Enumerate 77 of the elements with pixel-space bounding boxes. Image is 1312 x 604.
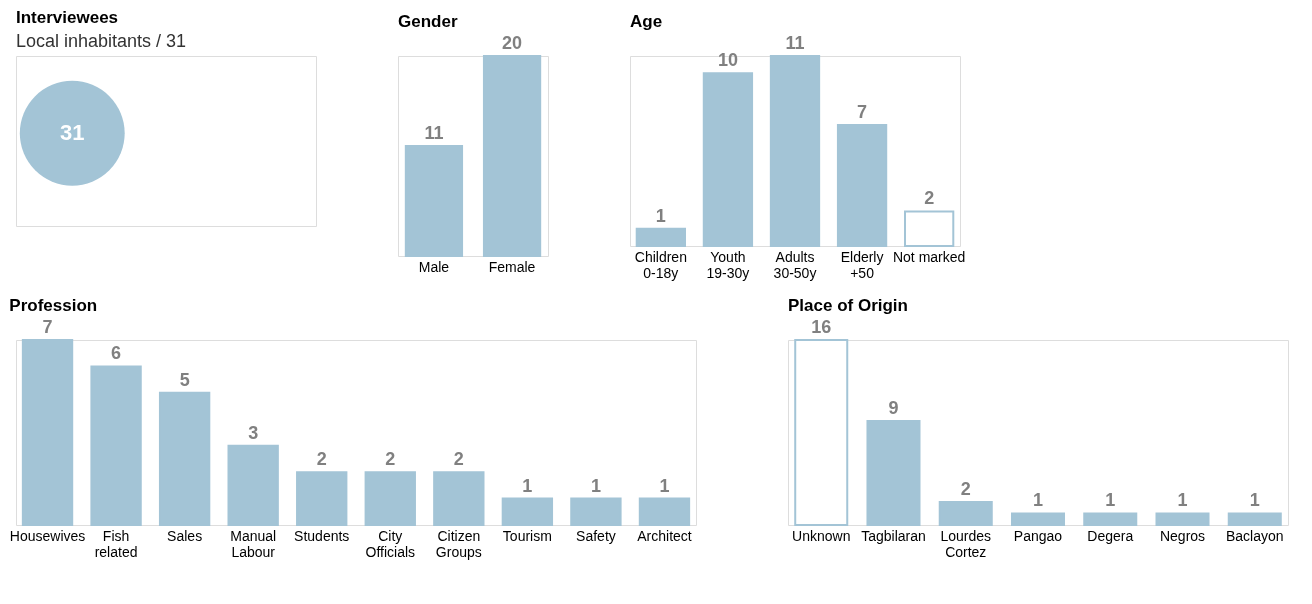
x-tick-label: Tourism xyxy=(502,527,552,544)
x-tick-label: Manual Labour xyxy=(230,527,277,560)
bar xyxy=(794,339,849,526)
data-label: 1 xyxy=(522,475,533,496)
bar xyxy=(433,471,485,526)
x-tick-label: Housewives xyxy=(9,527,86,544)
bar xyxy=(1155,512,1210,526)
data-label: 1 xyxy=(659,475,670,496)
data-label: 1 xyxy=(1249,490,1260,511)
bar xyxy=(227,444,279,526)
x-tick-label: Negros xyxy=(1159,527,1206,544)
x-tick-label: Unknown xyxy=(792,527,851,544)
bar xyxy=(904,210,955,247)
bar xyxy=(90,365,142,526)
text: Local inhabitants / 31 xyxy=(16,31,187,51)
data-label: 2 xyxy=(453,449,464,470)
data-label: 10 xyxy=(717,50,738,71)
chart-title: Gender xyxy=(398,12,458,31)
x-tick-label: Degera xyxy=(1087,527,1134,544)
bar xyxy=(296,471,348,526)
data-label: 1 xyxy=(1177,490,1188,511)
data-label: 1 xyxy=(590,475,601,496)
chart-title: Age xyxy=(630,12,663,31)
data-label: 20 xyxy=(502,33,523,53)
bar xyxy=(1010,512,1066,526)
data-label: 7 xyxy=(42,317,53,337)
x-tick-label: Citizen Groups xyxy=(435,527,482,560)
data-label: 11 xyxy=(785,33,805,53)
chart-title: Place of Origin xyxy=(788,296,908,315)
data-label: 1 xyxy=(655,205,666,226)
x-tick-label: Architect xyxy=(637,527,692,544)
data-label: 31 xyxy=(60,120,85,146)
data-label: 11 xyxy=(424,123,444,143)
x-tick-label: Lourdes Cortez xyxy=(940,527,992,560)
data-label: 3 xyxy=(248,422,259,443)
bar xyxy=(1083,512,1138,526)
bar xyxy=(1227,512,1282,526)
data-label: 6 xyxy=(111,343,122,364)
bar xyxy=(702,72,754,247)
chart-title: Profession xyxy=(9,296,98,315)
x-tick-label: Not marked xyxy=(892,248,966,265)
x-tick-label: Pangao xyxy=(1013,527,1063,544)
bar xyxy=(635,227,686,247)
text: Interviewees xyxy=(16,8,119,27)
bar xyxy=(364,471,416,526)
bar xyxy=(570,497,622,526)
data-label: 9 xyxy=(888,397,899,418)
x-tick-label: Female xyxy=(488,258,536,275)
x-tick-label: Elderly +50 xyxy=(840,248,884,281)
data-label: 2 xyxy=(924,188,935,209)
x-tick-label: Youth 19-30y xyxy=(706,248,750,281)
bar xyxy=(638,497,691,526)
bar xyxy=(836,124,888,247)
bar xyxy=(21,339,74,526)
data-label: 2 xyxy=(960,478,971,499)
data-label: 2 xyxy=(385,449,396,470)
x-tick-label: Students xyxy=(294,527,350,544)
x-tick-label: City Officials xyxy=(365,527,416,560)
bar xyxy=(158,391,211,526)
bar xyxy=(866,419,921,526)
data-label: 7 xyxy=(857,102,868,123)
x-tick-label: Safety xyxy=(576,527,616,544)
x-tick-label: Adults 30-50y xyxy=(773,248,817,281)
data-label: 2 xyxy=(316,449,327,470)
bar xyxy=(501,497,554,526)
data-label: 1 xyxy=(1032,490,1044,511)
x-tick-label: Baclayon xyxy=(1225,527,1284,544)
data-label: 5 xyxy=(179,369,190,390)
x-tick-label: Fish related xyxy=(94,527,138,560)
x-tick-label: Male xyxy=(418,258,450,275)
data-label: 1 xyxy=(1105,490,1116,511)
x-tick-label: Children 0-18y xyxy=(634,248,687,281)
bar xyxy=(938,500,993,526)
data-label: 16 xyxy=(811,317,832,337)
x-tick-label: Sales xyxy=(167,527,203,544)
bar xyxy=(769,55,821,247)
x-tick-label: Tagbilaran xyxy=(861,527,926,544)
